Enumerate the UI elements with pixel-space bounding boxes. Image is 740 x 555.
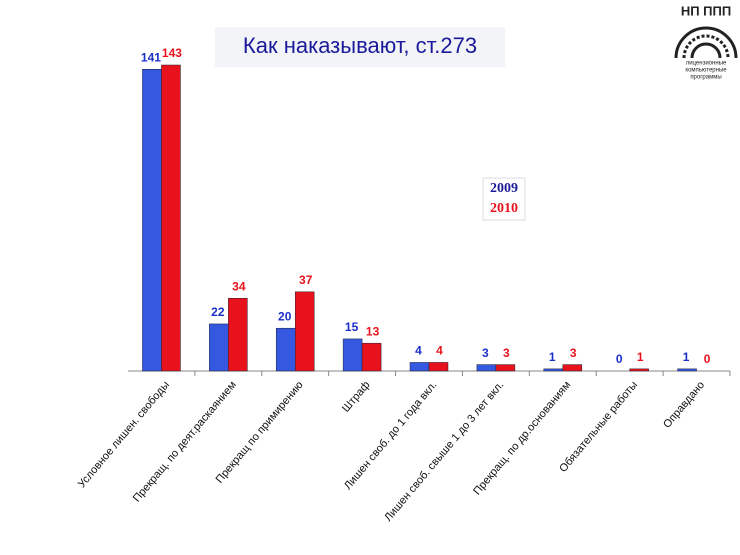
chart-title: Как наказывают, ст.273 xyxy=(243,33,477,58)
legend-label: 2009 xyxy=(490,181,518,196)
bar xyxy=(629,368,649,372)
value-label: 3 xyxy=(482,346,489,360)
x-tick-label: Лишен своб. свыше 1 до 3 лет вкл. xyxy=(382,379,506,524)
logo-line: программы xyxy=(690,75,721,81)
x-tick-label: Обязательные работы xyxy=(557,379,640,475)
value-label: 141 xyxy=(141,50,161,64)
bar xyxy=(409,362,430,372)
value-label: 20 xyxy=(278,309,292,323)
bar xyxy=(142,69,162,372)
value-label: 13 xyxy=(366,324,380,338)
bar xyxy=(677,368,697,372)
logo-sun xyxy=(674,26,738,59)
bar xyxy=(495,364,516,372)
value-label: 1 xyxy=(683,350,690,364)
bar xyxy=(342,338,363,372)
bar xyxy=(161,64,181,372)
bar xyxy=(361,342,382,372)
legend-box xyxy=(482,177,526,221)
bar xyxy=(428,362,449,372)
bar xyxy=(209,323,229,372)
x-tick-label: Оправдано xyxy=(661,379,707,431)
logo-line: лицензионные xyxy=(686,61,727,67)
legend-label: 2010 xyxy=(490,201,518,216)
value-label: 1 xyxy=(637,350,644,364)
bar xyxy=(294,291,315,372)
bar xyxy=(275,327,296,372)
value-label: 4 xyxy=(436,344,443,358)
bar xyxy=(543,368,564,372)
value-label: 34 xyxy=(232,279,246,293)
value-label: 15 xyxy=(345,320,359,334)
value-label: 3 xyxy=(503,346,510,360)
logo-title: НП ППП xyxy=(681,3,731,18)
value-label: 0 xyxy=(704,352,711,366)
bar xyxy=(562,364,583,372)
value-label: 0 xyxy=(616,352,623,366)
logo-line: компьютерные xyxy=(685,68,727,74)
title-box xyxy=(215,27,505,67)
value-label: 4 xyxy=(415,344,422,358)
value-label: 1 xyxy=(549,350,556,364)
x-tick-label: Штраф xyxy=(340,379,373,415)
bar xyxy=(476,364,497,372)
value-label: 22 xyxy=(211,305,225,319)
bar xyxy=(228,297,248,372)
value-label: 37 xyxy=(299,273,313,287)
value-label: 143 xyxy=(162,46,182,60)
value-label: 3 xyxy=(570,346,577,360)
